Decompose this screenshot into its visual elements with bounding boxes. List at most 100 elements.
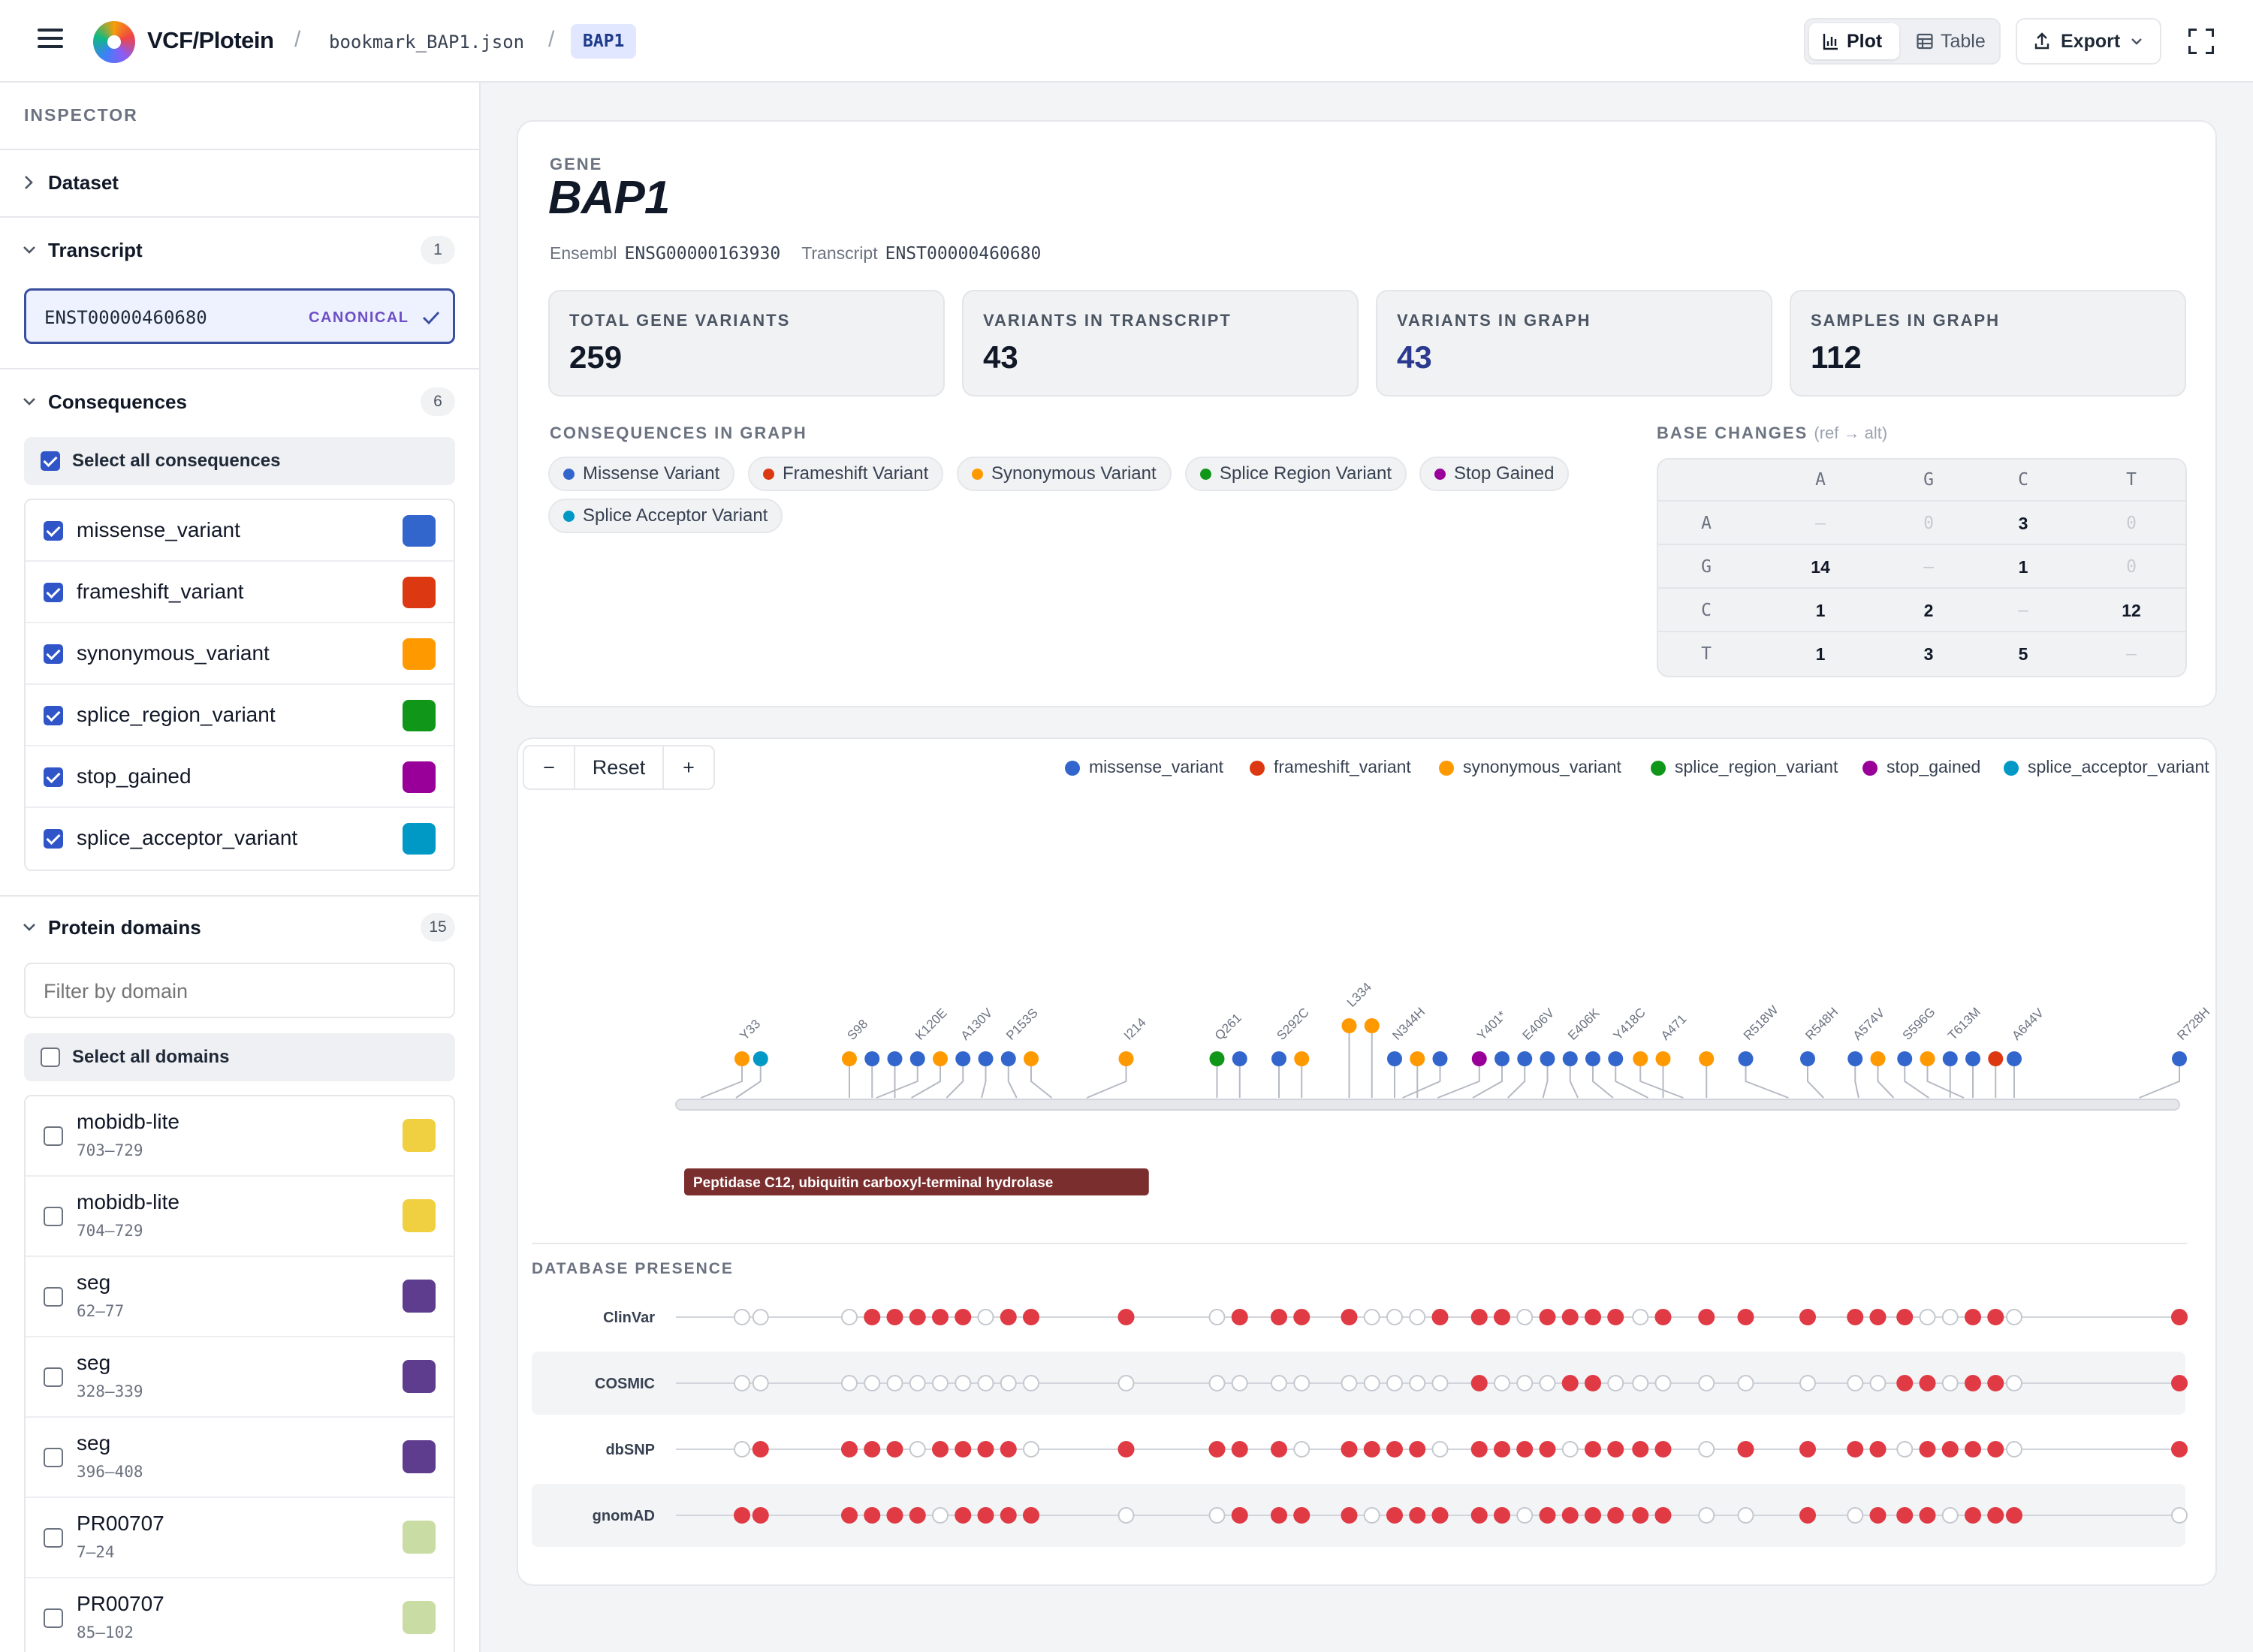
color-swatch[interactable] (403, 1601, 436, 1634)
color-swatch[interactable] (403, 1199, 436, 1232)
presence-marker[interactable] (1000, 1375, 1017, 1391)
checkbox[interactable] (44, 644, 63, 664)
consequence-item[interactable]: frameshift_variant (26, 562, 454, 623)
consequence-item[interactable]: splice_acceptor_variant (26, 808, 454, 870)
presence-marker[interactable] (1208, 1309, 1226, 1325)
presence-marker[interactable] (1470, 1309, 1488, 1325)
color-swatch[interactable] (403, 577, 436, 608)
variant-marker[interactable] (1847, 1051, 1863, 1066)
presence-marker[interactable] (752, 1375, 769, 1391)
presence-marker[interactable] (1494, 1441, 1510, 1458)
presence-marker[interactable] (1470, 1375, 1488, 1391)
presence-marker[interactable] (1896, 1309, 1914, 1325)
presence-marker[interactable] (955, 1441, 972, 1458)
presence-marker[interactable] (909, 1507, 926, 1524)
presence-marker[interactable] (1000, 1441, 1017, 1458)
presence-marker[interactable] (1896, 1375, 1914, 1391)
variant-marker[interactable] (1920, 1051, 1935, 1066)
zoom-in-button[interactable]: + (683, 756, 695, 779)
presence-marker[interactable] (1896, 1441, 1914, 1458)
variant-marker[interactable] (1341, 1018, 1357, 1033)
domain-bar[interactable] (684, 1168, 1149, 1195)
presence-marker[interactable] (1409, 1507, 1426, 1524)
presence-marker[interactable] (1431, 1375, 1449, 1391)
presence-marker[interactable] (1363, 1375, 1380, 1391)
presence-marker[interactable] (1585, 1375, 1601, 1391)
presence-marker[interactable] (1431, 1507, 1449, 1524)
presence-marker[interactable] (1363, 1441, 1380, 1458)
presence-marker[interactable] (1561, 1309, 1579, 1325)
legend-item[interactable]: stop_gained (1862, 757, 1980, 777)
checkbox[interactable] (44, 1528, 63, 1548)
variant-marker[interactable] (1410, 1051, 1425, 1066)
presence-marker[interactable] (1341, 1507, 1358, 1524)
fullscreen-icon[interactable] (2188, 29, 2214, 54)
presence-marker[interactable] (734, 1507, 750, 1524)
consequence-item[interactable]: missense_variant (26, 500, 454, 562)
variant-marker[interactable] (909, 1051, 925, 1066)
presence-marker[interactable] (1847, 1309, 1864, 1325)
presence-marker[interactable] (909, 1375, 926, 1391)
presence-marker[interactable] (1561, 1375, 1579, 1391)
presence-marker[interactable] (1585, 1441, 1601, 1458)
select-all-consequences[interactable]: Select all consequences (24, 437, 455, 485)
variant-marker[interactable] (1471, 1051, 1487, 1066)
presence-marker[interactable] (1516, 1507, 1534, 1524)
presence-marker[interactable] (1431, 1309, 1449, 1325)
presence-marker[interactable] (1208, 1507, 1226, 1524)
variant-marker[interactable] (1294, 1051, 1310, 1066)
variant-marker[interactable] (734, 1051, 749, 1066)
presence-marker[interactable] (1409, 1375, 1426, 1391)
presence-marker[interactable] (1607, 1507, 1624, 1524)
variant-marker[interactable] (1271, 1051, 1286, 1066)
presence-marker[interactable] (1341, 1309, 1358, 1325)
presence-marker[interactable] (1516, 1441, 1534, 1458)
presence-marker[interactable] (1000, 1309, 1017, 1325)
variant-marker[interactable] (1738, 1051, 1754, 1066)
presence-marker[interactable] (1607, 1309, 1624, 1325)
presence-marker[interactable] (886, 1507, 903, 1524)
presence-marker[interactable] (1208, 1375, 1226, 1391)
presence-marker[interactable] (1117, 1441, 1135, 1458)
presence-marker[interactable] (1386, 1441, 1403, 1458)
variant-marker[interactable] (1432, 1051, 1448, 1066)
presence-marker[interactable] (1431, 1441, 1449, 1458)
variant-marker[interactable] (978, 1051, 994, 1066)
variant-marker[interactable] (1562, 1051, 1578, 1066)
color-swatch[interactable] (403, 700, 436, 731)
variant-marker[interactable] (842, 1051, 857, 1066)
variant-marker[interactable] (1387, 1051, 1402, 1066)
presence-marker[interactable] (1869, 1441, 1887, 1458)
presence-marker[interactable] (2006, 1441, 2022, 1458)
domain-filter-field[interactable] (24, 963, 455, 1018)
variant-marker[interactable] (933, 1051, 948, 1066)
presence-marker[interactable] (977, 1375, 994, 1391)
presence-marker[interactable] (955, 1309, 972, 1325)
presence-marker[interactable] (1494, 1375, 1510, 1391)
presence-marker[interactable] (1987, 1441, 2004, 1458)
presence-marker[interactable] (1117, 1309, 1135, 1325)
checkbox[interactable] (44, 1207, 63, 1226)
presence-marker[interactable] (1271, 1309, 1287, 1325)
presence-marker[interactable] (1000, 1507, 1017, 1524)
presence-marker[interactable] (1737, 1441, 1754, 1458)
presence-marker[interactable] (1632, 1375, 1649, 1391)
presence-marker[interactable] (1698, 1441, 1715, 1458)
presence-marker[interactable] (1231, 1507, 1248, 1524)
presence-marker[interactable] (886, 1441, 903, 1458)
domain-item[interactable]: seg 328–339 (26, 1337, 454, 1418)
presence-marker[interactable] (1386, 1309, 1403, 1325)
menu-icon[interactable] (38, 29, 63, 54)
presence-marker[interactable] (1654, 1375, 1672, 1391)
presence-marker[interactable] (864, 1375, 881, 1391)
presence-marker[interactable] (864, 1507, 881, 1524)
presence-marker[interactable] (1293, 1375, 1310, 1391)
consequence-item[interactable]: synonymous_variant (26, 623, 454, 685)
variant-marker[interactable] (2172, 1051, 2187, 1066)
presence-marker[interactable] (1896, 1507, 1914, 1524)
presence-marker[interactable] (1386, 1507, 1403, 1524)
variant-marker[interactable] (1118, 1051, 1134, 1066)
variant-marker[interactable] (1364, 1018, 1380, 1033)
variant-marker[interactable] (955, 1051, 971, 1066)
checkbox[interactable] (44, 1287, 63, 1307)
